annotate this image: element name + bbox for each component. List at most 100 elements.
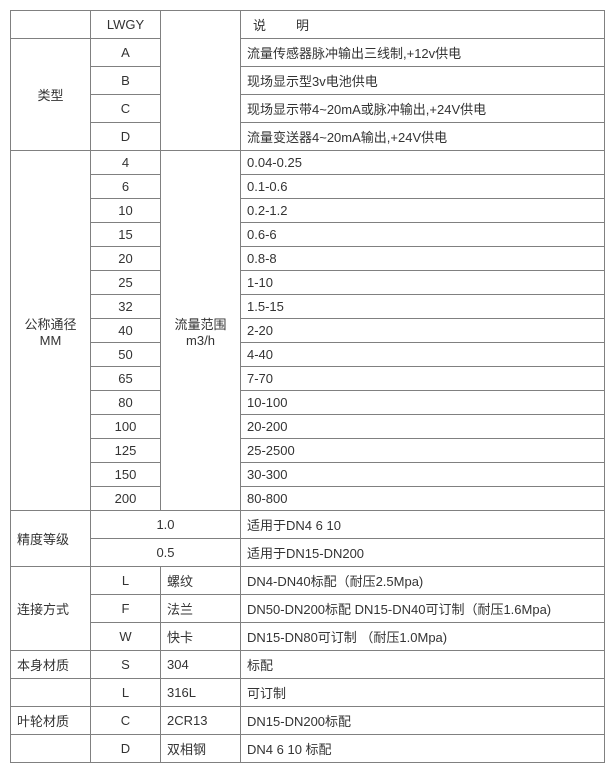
connection-name: 法兰 bbox=[161, 595, 241, 623]
table-row: 504-40 bbox=[11, 343, 605, 367]
table-row: 本身材质 S 304 标配 bbox=[11, 651, 605, 679]
range-value: 2-20 bbox=[241, 319, 605, 343]
body-material-desc: 标配 bbox=[241, 651, 605, 679]
table-row: 20 0.8-8 bbox=[11, 247, 605, 271]
table-row: L 316L 可订制 bbox=[11, 679, 605, 707]
dn-value: 80 bbox=[91, 391, 161, 415]
range-value: 20-200 bbox=[241, 415, 605, 439]
range-value: 1-10 bbox=[241, 271, 605, 295]
body-material-code: L bbox=[91, 679, 161, 707]
accuracy-desc: 适用于DN4 6 10 bbox=[241, 511, 605, 539]
connection-desc: DN15-DN80可订制 （耐压1.0Mpa) bbox=[241, 623, 605, 651]
connection-label: 连接方式 bbox=[11, 567, 91, 651]
dn-value: 50 bbox=[91, 343, 161, 367]
dn-value: 32 bbox=[91, 295, 161, 319]
table-row: 20080-800 bbox=[11, 487, 605, 511]
dn-value: 4 bbox=[91, 151, 161, 175]
body-material-name: 316L bbox=[161, 679, 241, 707]
table-row: LWGY 说明 bbox=[11, 11, 605, 39]
range-value: 0.8-8 bbox=[241, 247, 605, 271]
accuracy-grade: 0.5 bbox=[91, 539, 241, 567]
connection-desc: DN50-DN200标配 DN15-DN40可订制（耐压1.6Mpa) bbox=[241, 595, 605, 623]
table-row: D 双相钢 DN4 6 10 标配 bbox=[11, 735, 605, 763]
table-row: C 现场显示带4~20mA或脉冲输出,+24V供电 bbox=[11, 95, 605, 123]
body-material-label: 本身材质 bbox=[11, 651, 91, 679]
table-row: 32 1.5-15 bbox=[11, 295, 605, 319]
header-desc: 说明 bbox=[241, 11, 605, 39]
table-row: 叶轮材质 C 2CR13 DN15-DN200标配 bbox=[11, 707, 605, 735]
table-row: 125 25-2500 bbox=[11, 439, 605, 463]
table-row: 15030-300 bbox=[11, 463, 605, 487]
type-desc: 流量传感器脉冲输出三线制,+12v供电 bbox=[241, 39, 605, 67]
impeller-material-name: 2CR13 bbox=[161, 707, 241, 735]
table-row: 100 20-200 bbox=[11, 415, 605, 439]
body-material-blank bbox=[11, 679, 91, 707]
header-blank bbox=[11, 11, 91, 39]
header-model: LWGY bbox=[91, 11, 161, 39]
dn-value: 40 bbox=[91, 319, 161, 343]
table-row: 类型 A 流量传感器脉冲输出三线制,+12v供电 bbox=[11, 39, 605, 67]
table-row: 0.5 适用于DN15-DN200 bbox=[11, 539, 605, 567]
impeller-material-desc: DN15-DN200标配 bbox=[241, 707, 605, 735]
type-desc: 现场显示带4~20mA或脉冲输出,+24V供电 bbox=[241, 95, 605, 123]
type-code: C bbox=[91, 95, 161, 123]
range-value: 25-2500 bbox=[241, 439, 605, 463]
table-row: 连接方式 L 螺纹 DN4-DN40标配（耐压2.5Mpa) bbox=[11, 567, 605, 595]
dn-value: 15 bbox=[91, 223, 161, 247]
table-row: 65 7-70 bbox=[11, 367, 605, 391]
dn-value: 125 bbox=[91, 439, 161, 463]
body-material-code: S bbox=[91, 651, 161, 679]
body-material-desc: 可订制 bbox=[241, 679, 605, 707]
dn-value: 200 bbox=[91, 487, 161, 511]
table-row: F 法兰 DN50-DN200标配 DN15-DN40可订制（耐压1.6Mpa) bbox=[11, 595, 605, 623]
type-desc: 流量变送器4~20mA输出,+24V供电 bbox=[241, 123, 605, 151]
table-row: 6 0.1-0.6 bbox=[11, 175, 605, 199]
table-row: 251-10 bbox=[11, 271, 605, 295]
range-value: 0.04-0.25 bbox=[241, 151, 605, 175]
table-row: 公称通径 MM 4 流量范围 m3/h 0.04-0.25 bbox=[11, 151, 605, 175]
range-value: 30-300 bbox=[241, 463, 605, 487]
diameter-label-l1: 公称通径 bbox=[24, 317, 76, 332]
dn-value: 100 bbox=[91, 415, 161, 439]
range-value: 1.5-15 bbox=[241, 295, 605, 319]
range-value: 0.1-0.6 bbox=[241, 175, 605, 199]
type-desc: 现场显示型3v电池供电 bbox=[241, 67, 605, 95]
dn-value: 6 bbox=[91, 175, 161, 199]
connection-name: 快卡 bbox=[161, 623, 241, 651]
connection-desc: DN4-DN40标配（耐压2.5Mpa) bbox=[241, 567, 605, 595]
range-value: 0.6-6 bbox=[241, 223, 605, 247]
diameter-label: 公称通径 MM bbox=[11, 151, 91, 511]
range-label: 流量范围 m3/h bbox=[161, 151, 241, 511]
spec-table: LWGY 说明 类型 A 流量传感器脉冲输出三线制,+12v供电 B 现场显示型… bbox=[10, 10, 605, 763]
type-label: 类型 bbox=[11, 39, 91, 151]
impeller-material-code: C bbox=[91, 707, 161, 735]
type-code: D bbox=[91, 123, 161, 151]
range-value: 7-70 bbox=[241, 367, 605, 391]
range-label-l2: m3/h bbox=[186, 333, 215, 348]
range-value: 10-100 bbox=[241, 391, 605, 415]
type-code: B bbox=[91, 67, 161, 95]
connection-code: F bbox=[91, 595, 161, 623]
body-material-name: 304 bbox=[161, 651, 241, 679]
dn-value: 65 bbox=[91, 367, 161, 391]
dn-value: 10 bbox=[91, 199, 161, 223]
table-row: 10 0.2-1.2 bbox=[11, 199, 605, 223]
table-row: 80 10-100 bbox=[11, 391, 605, 415]
table-row: B 现场显示型3v电池供电 bbox=[11, 67, 605, 95]
connection-name: 螺纹 bbox=[161, 567, 241, 595]
accuracy-label: 精度等级 bbox=[11, 511, 91, 567]
impeller-material-code: D bbox=[91, 735, 161, 763]
range-value: 0.2-1.2 bbox=[241, 199, 605, 223]
header-desc-text: 说明 bbox=[247, 18, 339, 33]
range-label-l1: 流量范围 bbox=[174, 317, 226, 332]
table-row: 精度等级 1.0 适用于DN4 6 10 bbox=[11, 511, 605, 539]
diameter-label-l2: MM bbox=[40, 333, 62, 348]
connection-code: W bbox=[91, 623, 161, 651]
impeller-material-desc: DN4 6 10 标配 bbox=[241, 735, 605, 763]
table-row: W 快卡 DN15-DN80可订制 （耐压1.0Mpa) bbox=[11, 623, 605, 651]
impeller-material-label: 叶轮材质 bbox=[11, 707, 91, 735]
table-row: 15 0.6-6 bbox=[11, 223, 605, 247]
dn-value: 20 bbox=[91, 247, 161, 271]
type-code: A bbox=[91, 39, 161, 67]
table-row: D 流量变送器4~20mA输出,+24V供电 bbox=[11, 123, 605, 151]
